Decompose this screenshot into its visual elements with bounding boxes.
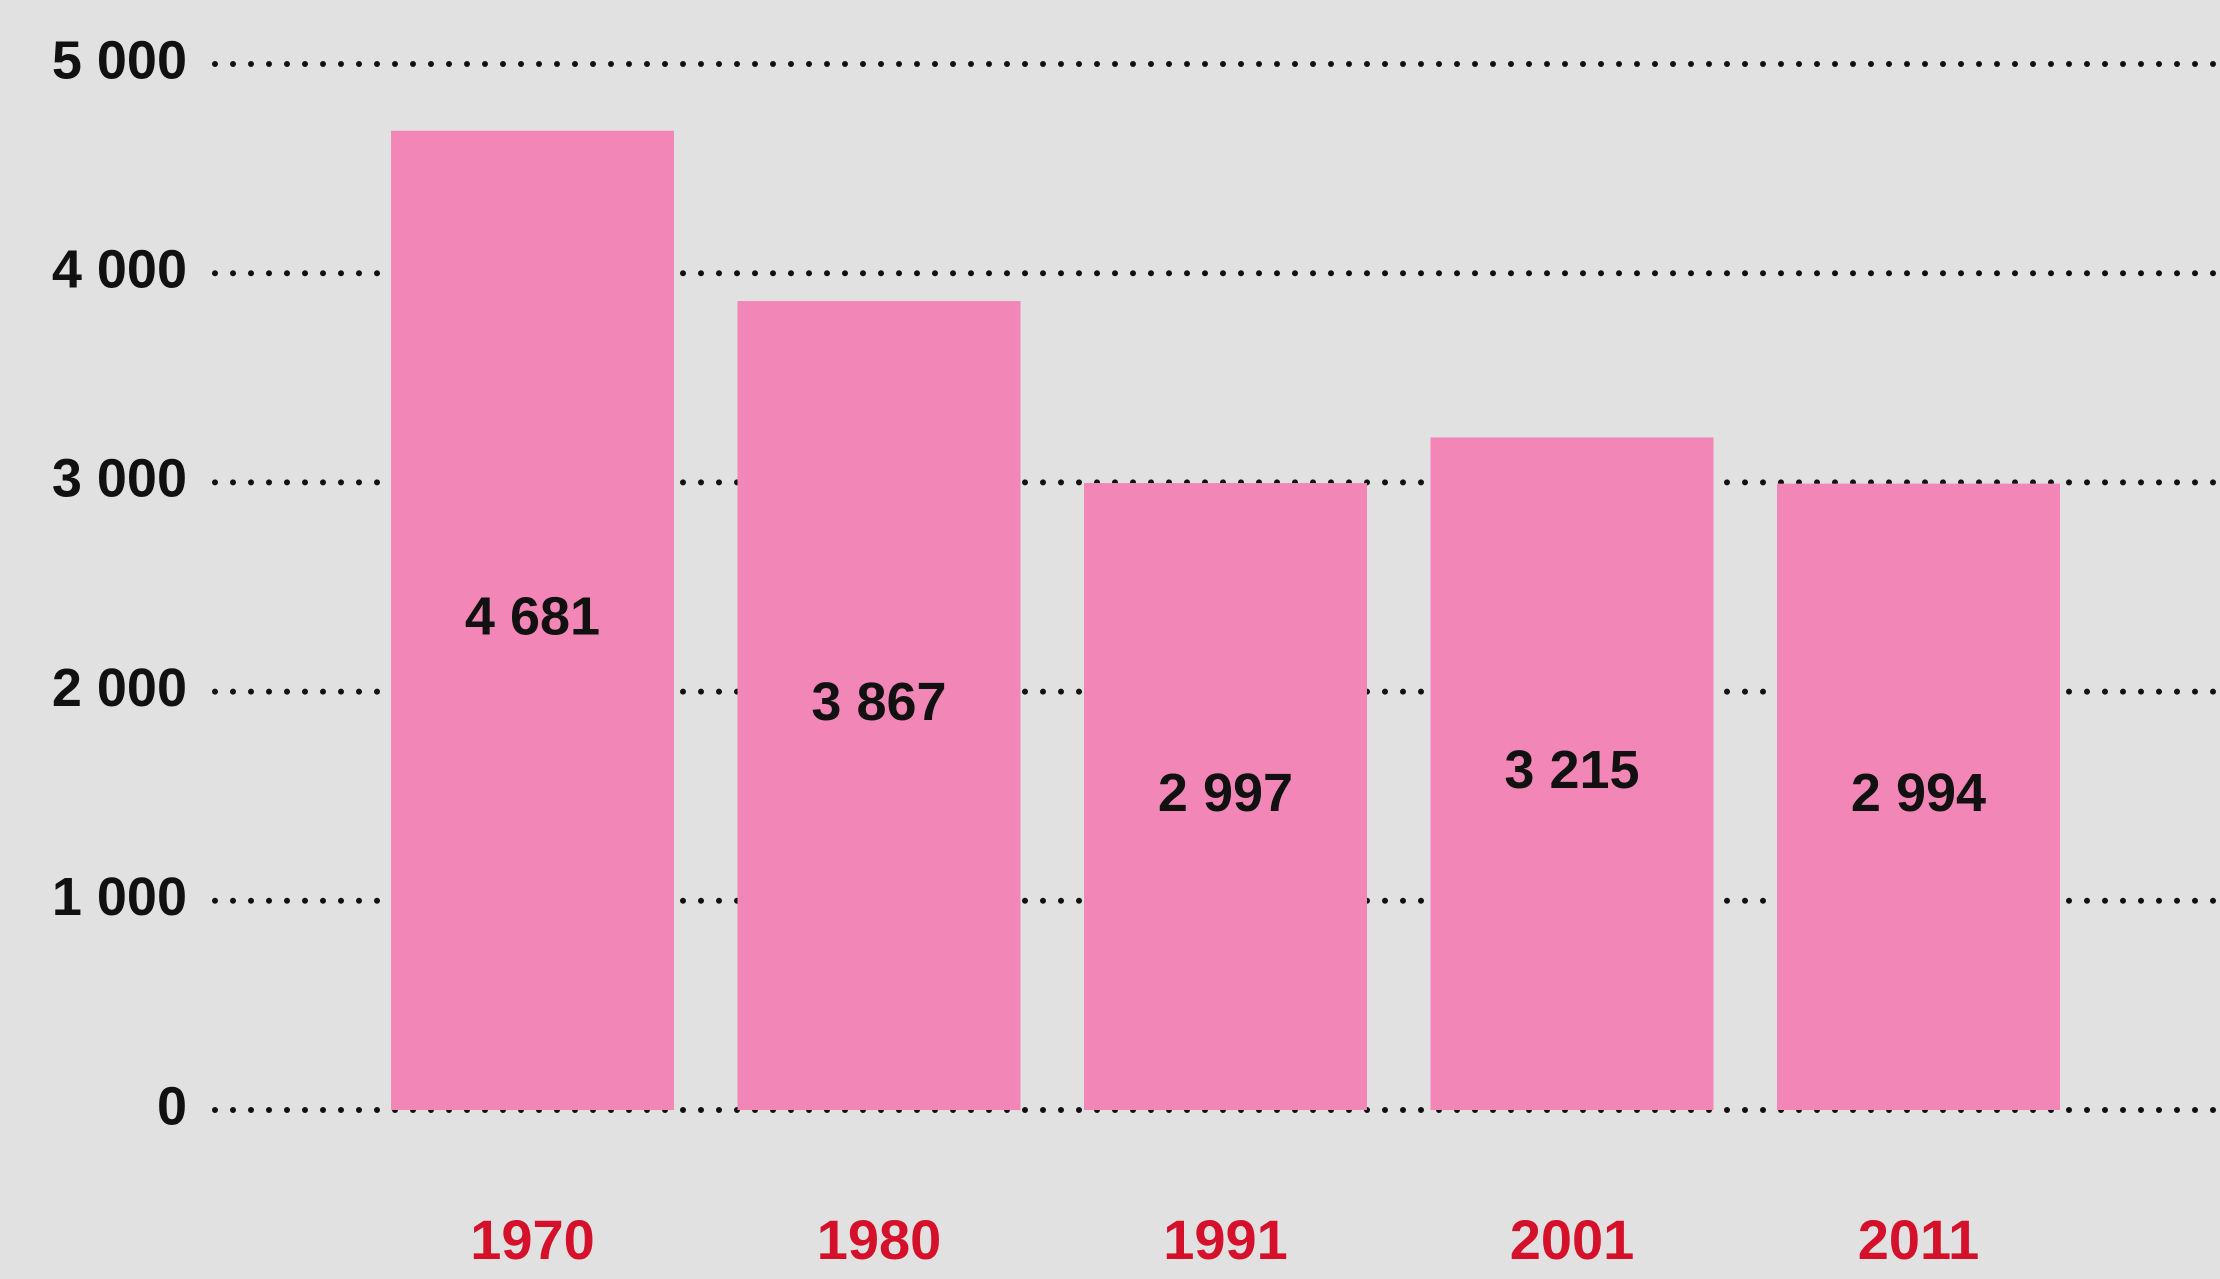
y-tick-label: 4 000	[52, 239, 187, 299]
bar	[737, 301, 1021, 1111]
value-label: 2 994	[1851, 763, 1986, 823]
y-tick-label: 0	[157, 1076, 187, 1136]
x-tick-label: 1980	[817, 1208, 942, 1271]
y-tick-label: 5 000	[52, 30, 187, 90]
x-tick-label: 2001	[1510, 1208, 1635, 1271]
bar	[1777, 483, 2060, 1110]
y-tick-label: 3 000	[52, 449, 187, 509]
value-label: 4 681	[465, 587, 600, 647]
x-tick-label: 2011	[1858, 1208, 1980, 1271]
bar	[1430, 437, 1714, 1110]
x-tick-label: 1991	[1163, 1208, 1288, 1271]
bar	[1084, 483, 1367, 1110]
bar	[391, 130, 674, 1110]
y-tick-label: 1 000	[52, 867, 187, 927]
value-label: 3 867	[811, 672, 946, 732]
x-tick-label: 1970	[470, 1208, 595, 1271]
y-tick-label: 2 000	[52, 658, 187, 718]
value-label: 3 215	[1504, 740, 1639, 800]
value-label: 2 997	[1158, 763, 1293, 823]
